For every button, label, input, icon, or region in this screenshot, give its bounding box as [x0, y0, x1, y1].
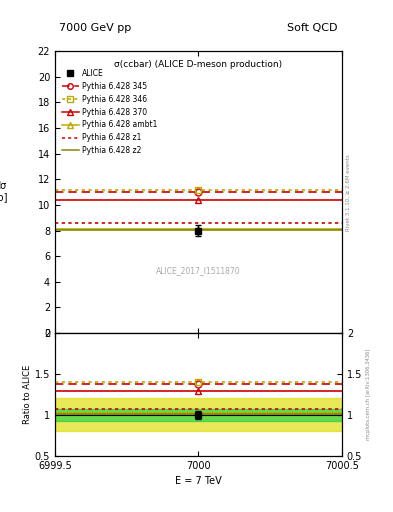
X-axis label: E = 7 TeV: E = 7 TeV [175, 476, 222, 486]
Y-axis label: Rivet 3.1.10, ≥ 2.6M events: Rivet 3.1.10, ≥ 2.6M events [346, 154, 351, 230]
Legend: ALICE, Pythia 6.428 345, Pythia 6.428 346, Pythia 6.428 370, Pythia 6.428 ambt1,: ALICE, Pythia 6.428 345, Pythia 6.428 34… [62, 69, 157, 155]
Text: ALICE_2017_I1511870: ALICE_2017_I1511870 [156, 267, 241, 275]
Y-axis label: mcplots.cern.ch [arXiv:1306.3436]: mcplots.cern.ch [arXiv:1306.3436] [366, 349, 371, 440]
Text: 7000 GeV pp: 7000 GeV pp [59, 23, 131, 33]
Y-axis label: Ratio to ALICE: Ratio to ALICE [23, 365, 32, 424]
Text: Soft QCD: Soft QCD [288, 23, 338, 33]
Text: σ(ccbar) (ALICE D-meson production): σ(ccbar) (ALICE D-meson production) [114, 60, 283, 69]
Bar [55, 398, 342, 431]
Y-axis label: dσ
/dy [μb]: dσ /dy [μb] [0, 181, 7, 203]
Bar [55, 409, 342, 420]
